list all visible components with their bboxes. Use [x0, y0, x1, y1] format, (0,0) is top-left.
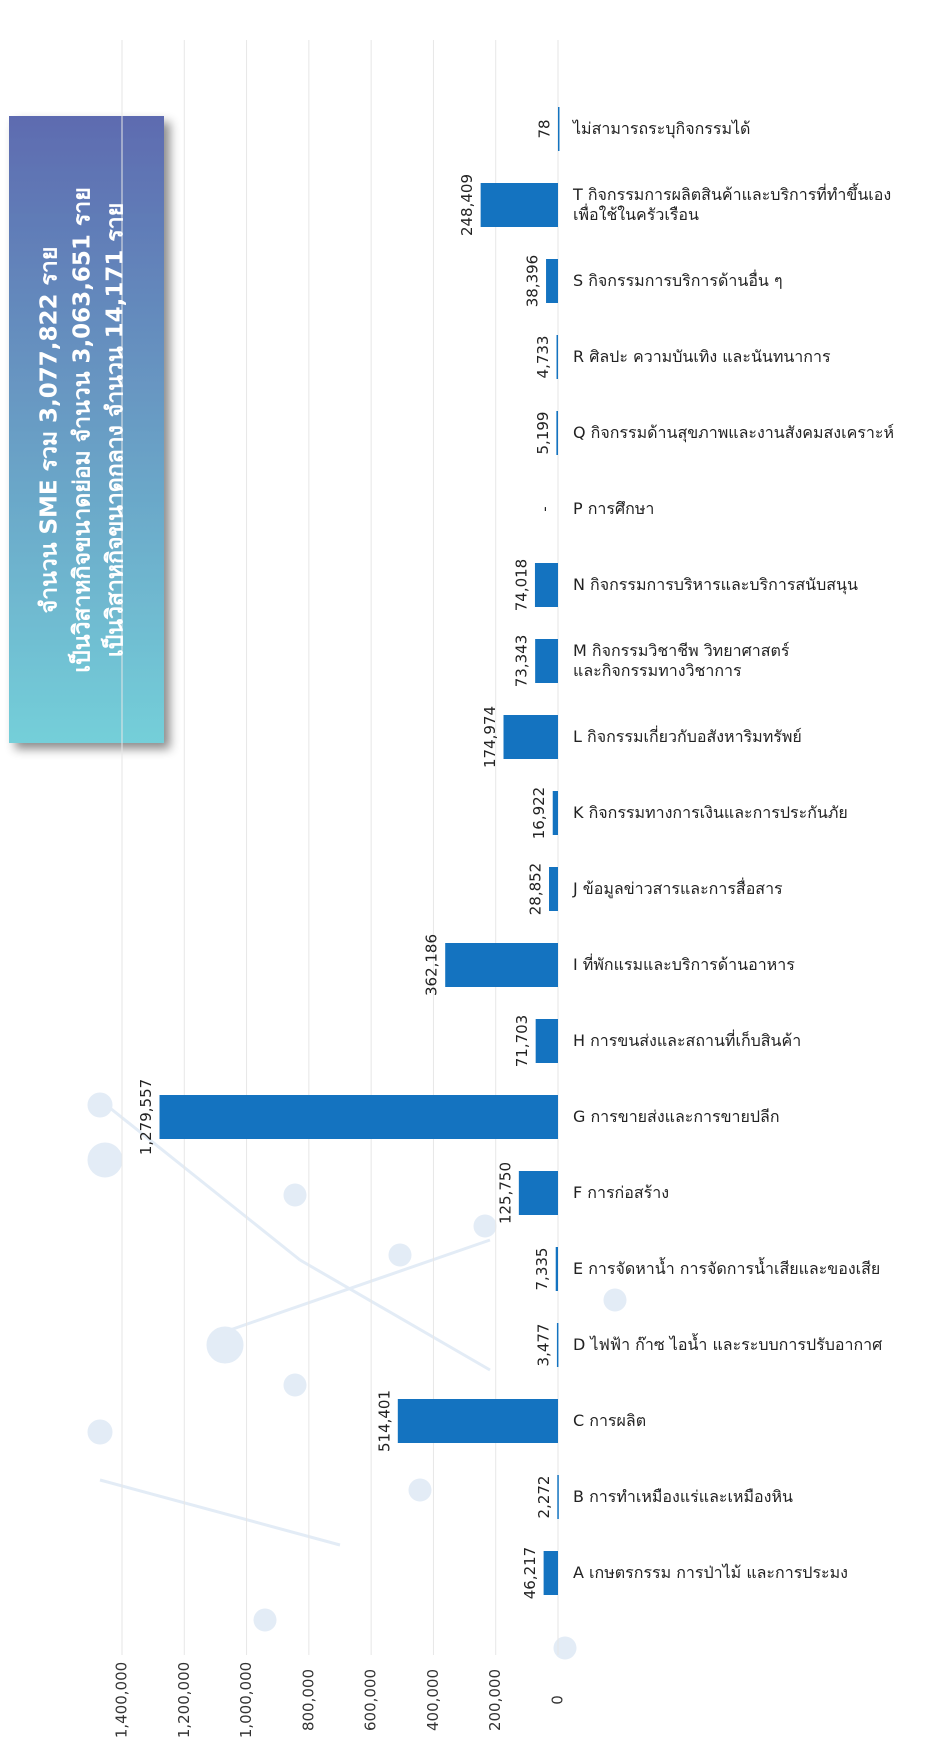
- category-label: A เกษตรกรรม การป่าไม้ และการประมง: [573, 1563, 848, 1582]
- bar: [557, 107, 560, 151]
- bar: [503, 715, 558, 759]
- category-label: I ที่พักแรมและบริการด้านอาหาร: [573, 955, 795, 974]
- category-label: S กิจกรรมการบริการด้านอื่น ๆ: [573, 271, 783, 290]
- category-label: L กิจกรรมเกี่ยวกับอสังหาริมทรัพย์: [573, 727, 802, 746]
- category-label: M กิจกรรมวิชาชีพ วิทยาศาสตร์ และกิจกรรมท…: [573, 641, 790, 680]
- category-label: K กิจกรรมทางการเงินและการประกันภัย: [573, 803, 848, 822]
- value-label: 46,217: [521, 1547, 539, 1600]
- value-label: 1,279,557: [137, 1079, 155, 1155]
- bar: [535, 1019, 558, 1063]
- value-label: 362,186: [423, 934, 441, 996]
- chart-title: เป็นวิสาหกิจขนาดกลาง จำนวน 14,171 ราย: [100, 203, 129, 657]
- bar: [555, 1247, 558, 1291]
- value-label: 3,477: [534, 1324, 552, 1367]
- value-label: 174,974: [481, 706, 499, 768]
- category-label: D ไฟฟ้า ก๊าซ ไอน้ำ และระบบการปรับอากาศ: [573, 1335, 883, 1354]
- category-label: E การจัดหาน้ำ การจัดการน้ำเสียและของเสีย: [573, 1259, 881, 1278]
- bar: [556, 1323, 559, 1367]
- bar: [557, 1475, 559, 1519]
- x-tick-label: 200,000: [486, 1669, 504, 1731]
- category-label: ไม่สามารถระบุกิจกรรมได้: [573, 119, 751, 138]
- x-tick-label: 800,000: [299, 1669, 317, 1731]
- x-tick-label: 1,400,000: [113, 1662, 131, 1738]
- category-label: N กิจกรรมการบริหารและบริการสนับสนุน: [573, 575, 858, 594]
- bar: [535, 639, 558, 683]
- category-label: H การขนส่งและสถานที่เก็บสินค้า: [573, 1031, 802, 1050]
- value-label: 38,396: [524, 255, 542, 308]
- value-label: 125,750: [496, 1162, 514, 1224]
- bar: [556, 335, 559, 379]
- bar: [480, 183, 558, 227]
- value-label: 74,018: [512, 559, 530, 612]
- bar: [543, 1551, 558, 1595]
- value-label: 4,733: [534, 336, 552, 379]
- bar: [556, 411, 558, 455]
- value-label: 73,343: [513, 635, 531, 688]
- bar: [549, 867, 558, 911]
- x-tick-label: 1,000,000: [237, 1662, 255, 1738]
- value-label: 2,272: [535, 1476, 553, 1519]
- bar: [534, 563, 558, 607]
- category-label: R ศิลปะ ความบันเทิง และนันทนาการ: [573, 347, 831, 366]
- bar: [445, 943, 558, 987]
- category-label: G การขายส่งและการขายปลีก: [573, 1107, 780, 1126]
- title-box: [9, 116, 164, 743]
- category-label: B การทำเหมืองแร่และเหมืองหิน: [573, 1487, 793, 1506]
- chart-title: จำนวน SME รวม 3,077,822 ราย: [37, 247, 63, 614]
- value-label: -: [536, 506, 554, 511]
- category-label: J ข้อมูลข่าวสารและการสื่อสาร: [573, 879, 783, 898]
- x-tick-label: 1,200,000: [175, 1662, 193, 1738]
- category-label: F การก่อสร้าง: [573, 1183, 670, 1202]
- value-label: 248,409: [458, 174, 476, 236]
- category-label: C การผลิต: [573, 1411, 647, 1430]
- background-decor: [87, 1092, 627, 1660]
- bar: [546, 259, 558, 303]
- category-label: Q กิจกรรมด้านสุขภาพและงานสังคมสงเคราะห์: [573, 423, 894, 442]
- category-label: T กิจกรรมการผลิตสินค้าและบริการที่ทำขึ้น…: [573, 185, 892, 224]
- value-label: 514,401: [375, 1390, 393, 1452]
- value-label: 16,922: [530, 787, 548, 840]
- value-label: 71,703: [513, 1015, 531, 1068]
- category-label: P การศึกษา: [573, 499, 655, 518]
- value-label: 7,335: [533, 1248, 551, 1291]
- value-label: 78: [535, 119, 553, 138]
- bar: [552, 791, 558, 835]
- x-tick-label: 600,000: [362, 1669, 380, 1731]
- x-tick-label: 400,000: [424, 1669, 442, 1731]
- bar: [397, 1399, 558, 1443]
- value-label: 5,199: [534, 412, 552, 455]
- x-tick-label: 0: [549, 1695, 567, 1705]
- chart-title: เป็นวิสาหกิจขนาดย่อม จำนวน 3,063,651 ราย: [67, 187, 96, 672]
- bar: [518, 1171, 558, 1215]
- value-label: 28,852: [527, 863, 545, 916]
- bar: [159, 1095, 558, 1139]
